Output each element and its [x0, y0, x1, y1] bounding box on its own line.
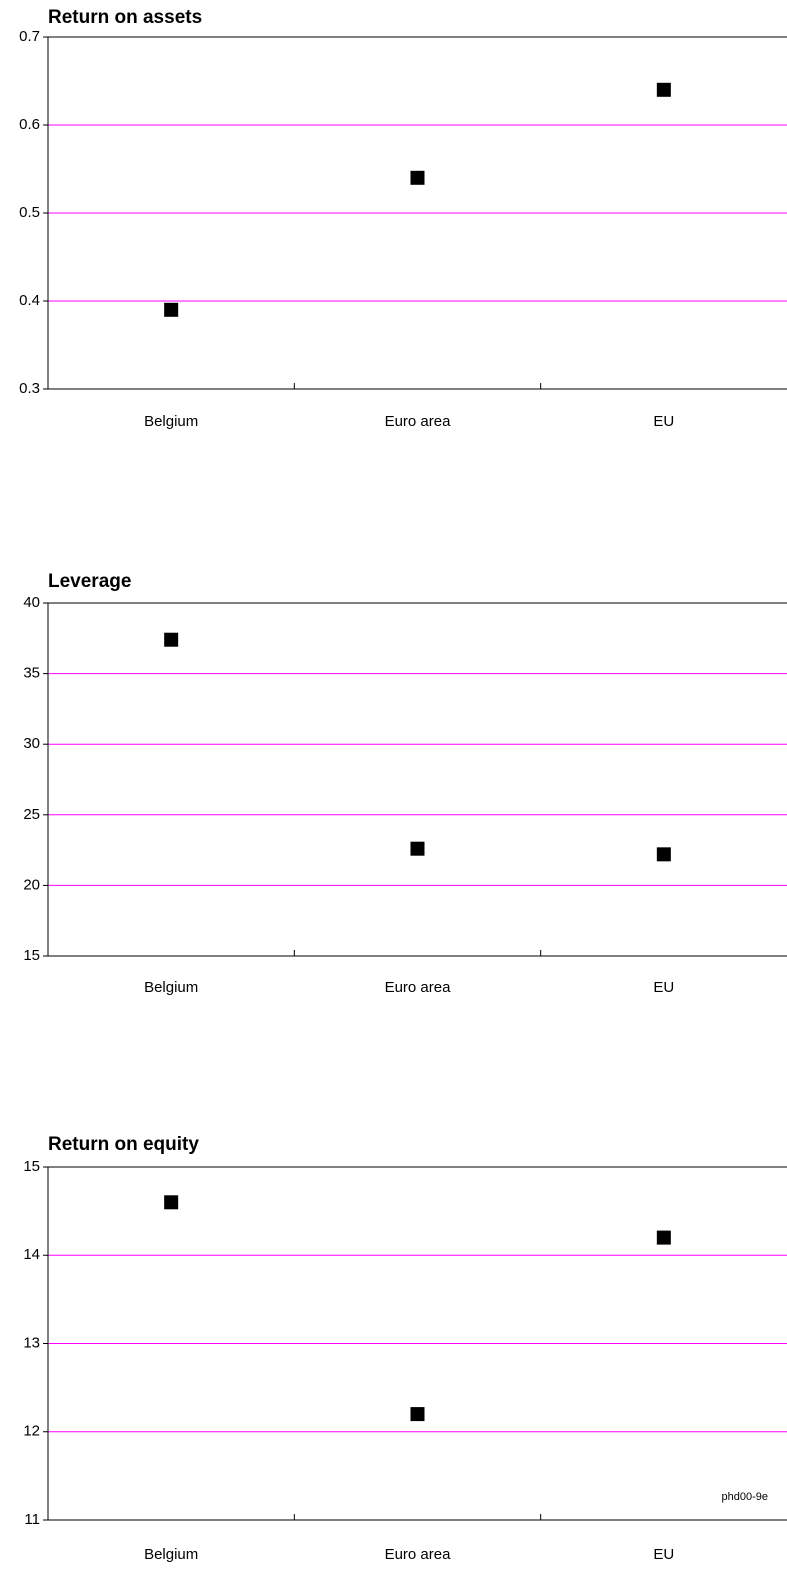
x-tick-label: Euro area: [385, 413, 452, 430]
y-tick-label: 13: [23, 1334, 40, 1351]
x-tick-label: Belgium: [144, 413, 198, 430]
marker: [164, 632, 179, 647]
y-tick-label: 35: [23, 665, 40, 682]
x-tick-label: Euro area: [385, 979, 452, 996]
y-tick-label: 0.5: [19, 204, 40, 221]
marker: [164, 1195, 179, 1210]
y-tick-label: 0.3: [19, 380, 40, 397]
y-tick-label: 20: [23, 876, 40, 893]
chart-title: Return on equity: [48, 1134, 199, 1155]
y-tick-label: 11: [24, 1511, 40, 1528]
x-tick-label: EU: [653, 1546, 674, 1563]
y-tick-label: 40: [23, 594, 40, 611]
marker: [656, 82, 671, 97]
x-tick-label: Belgium: [144, 979, 198, 996]
marker: [410, 170, 425, 185]
marker: [656, 1230, 671, 1245]
marker: [656, 847, 671, 862]
y-tick-label: 15: [23, 947, 40, 964]
y-tick-label: 0.6: [19, 116, 40, 133]
marker: [410, 1407, 425, 1422]
x-tick-label: EU: [653, 979, 674, 996]
y-tick-label: 0.4: [19, 292, 40, 309]
y-tick-label: 14: [23, 1246, 40, 1263]
chart-title: Leverage: [48, 571, 131, 592]
y-tick-label: 0.7: [19, 28, 40, 45]
annotation: phd00-9e: [722, 1491, 769, 1503]
chart-title: Return on assets: [48, 7, 202, 28]
y-tick-label: 25: [23, 806, 40, 823]
x-tick-label: EU: [653, 413, 674, 430]
marker: [410, 841, 425, 856]
y-tick-label: 15: [23, 1158, 40, 1175]
marker: [164, 302, 179, 317]
y-tick-label: 30: [23, 735, 40, 752]
x-tick-label: Belgium: [144, 1546, 198, 1563]
y-tick-label: 12: [23, 1423, 40, 1440]
x-tick-label: Euro area: [385, 1546, 452, 1563]
